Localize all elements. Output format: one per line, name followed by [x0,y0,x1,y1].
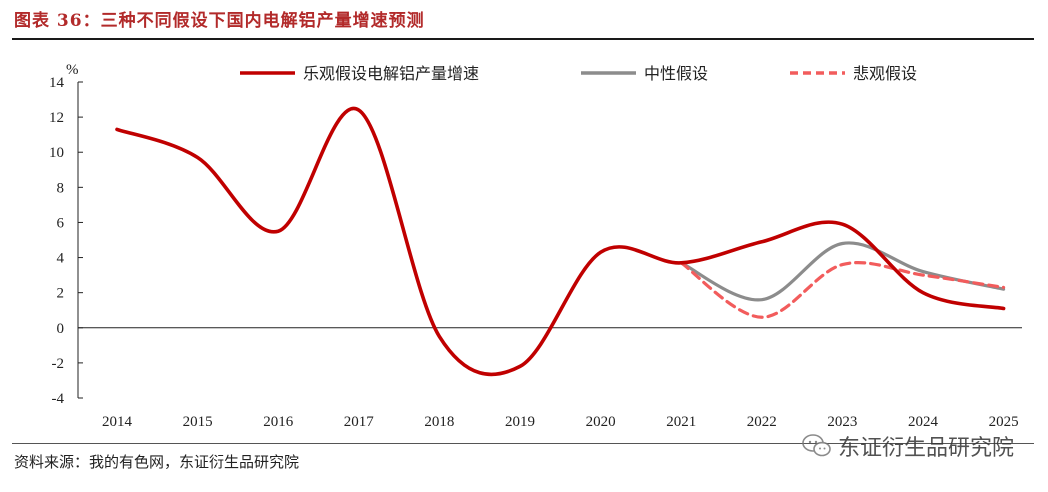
y-tick-label: 6 [57,215,65,231]
y-tick-label: 12 [49,110,64,126]
watermark-text: 东证衍生品研究院 [837,436,1014,461]
legend: 乐观假设电解铝产量增速 中性假设 悲观假设 [240,64,917,83]
x-tick-label: 2018 [424,414,454,430]
series-line-pessimistic [679,261,1006,319]
title-rule [12,38,1034,40]
x-tick-label: 2020 [586,414,616,430]
legend-neutral-label: 中性假设 [644,64,708,83]
watermark: 东证衍生品研究院 [802,430,1014,462]
y-tick-label: 4 [57,251,65,267]
legend-pessimistic-label: 悲观假设 [853,64,917,83]
x-tick-label: 2023 [827,414,857,430]
x-tick-label: 2014 [102,414,133,430]
y-tick-label: -2 [52,356,65,372]
series-layer [115,106,1006,377]
y-tick-label: 8 [57,180,65,196]
x-tick-label: 2024 [908,414,939,430]
x-tick-label: 2017 [344,414,375,430]
y-tick-label: 0 [57,321,65,337]
source-rule [12,443,1034,444]
series-line-optimistic [115,106,1006,377]
source-note: 资料来源：我的有色网，东证衍生品研究院 [14,453,300,471]
y-tick-label: 10 [49,145,64,161]
x-tick-label: 2021 [666,414,696,430]
wechat-icon [802,434,831,457]
x-tick-label: 2019 [505,414,535,430]
x-tick-label: 2022 [747,414,777,430]
legend-optimistic-label: 乐观假设电解铝产量增速 [303,64,479,83]
y-tick-label: 14 [49,75,65,91]
figure-title: 图表 36：三种不同假设下国内电解铝产量增速预测 [14,11,425,31]
y-tick-label: -4 [52,391,65,407]
y-tick-label: 2 [57,286,65,302]
axes-layer: 14 12 10 8 6 4 2 0 -2 -4% 2014 2015 2016 2017 2018 2019… [49,62,1022,430]
x-tick-label: 2016 [263,414,294,430]
y-unit-label: % [66,62,79,78]
x-tick-label: 2015 [183,414,213,430]
x-tick-label: 2025 [989,414,1019,430]
